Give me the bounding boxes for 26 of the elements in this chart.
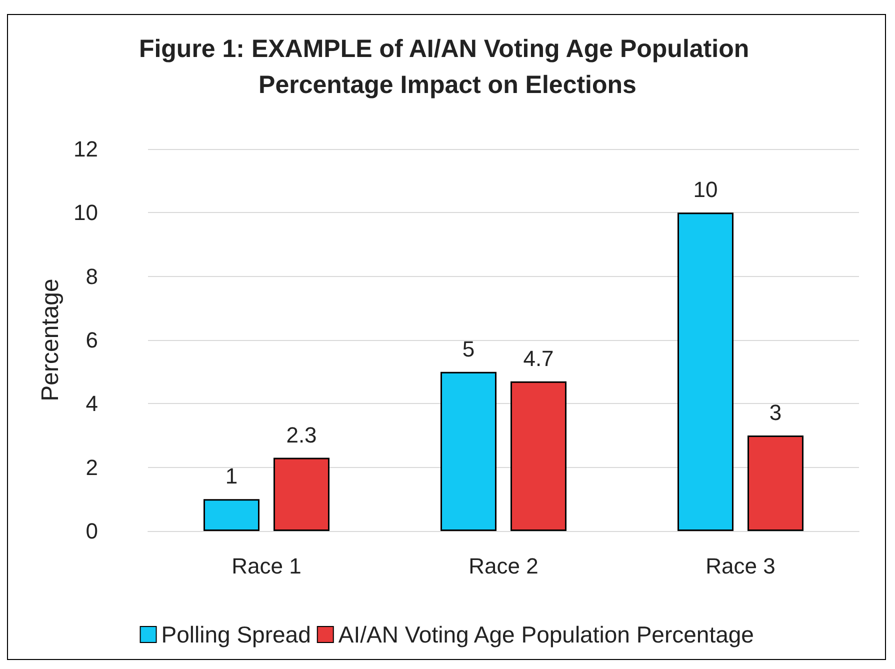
y-tick-label: 0 xyxy=(86,518,98,544)
legend-label: AI/AN Voting Age Population Percentage xyxy=(338,622,754,648)
y-axis-title: Percentage xyxy=(37,278,64,402)
data-label: 5 xyxy=(462,336,475,362)
legend-label: Polling Spread xyxy=(161,622,311,648)
bar xyxy=(510,381,566,531)
data-label: 4.7 xyxy=(523,346,554,371)
x-tick-label: Race 3 xyxy=(706,554,776,578)
data-label: 3 xyxy=(769,400,782,425)
y-tick-label: 4 xyxy=(86,391,98,416)
y-tick-label: 6 xyxy=(86,328,98,352)
y-tick-label: 8 xyxy=(86,264,98,289)
bar xyxy=(204,499,260,531)
data-label: 10 xyxy=(693,177,718,202)
bar xyxy=(678,212,734,531)
x-tick-label: Race 1 xyxy=(232,554,302,578)
data-label: 1 xyxy=(225,464,238,489)
bar xyxy=(440,372,496,531)
chart-title: Figure 1: EXAMPLE of AI/AN Voting Age Population Percentage Impact on Elections xyxy=(138,35,756,99)
y-tick-label: 12 xyxy=(74,136,98,162)
bar xyxy=(274,458,330,531)
x-tick-label: Race 2 xyxy=(468,554,538,578)
y-tick-label: 2 xyxy=(86,454,98,480)
data-label: 2.3 xyxy=(286,422,317,448)
bar xyxy=(748,436,804,531)
y-tick-label: 10 xyxy=(74,200,98,226)
